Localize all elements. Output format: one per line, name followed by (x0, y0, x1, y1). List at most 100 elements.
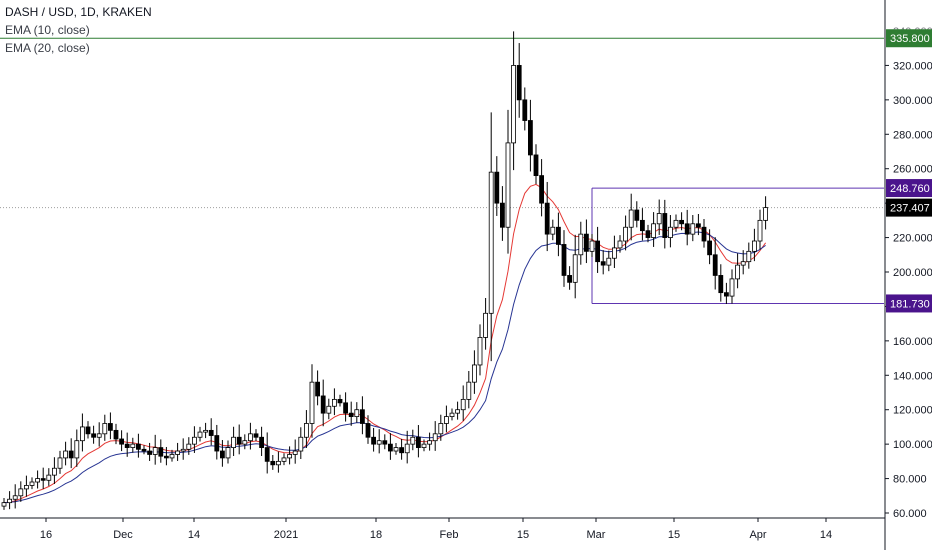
candle-body (259, 436, 265, 448)
candle-body (387, 443, 393, 452)
candle-body (326, 405, 332, 414)
y-tick-label: 100.000 (893, 439, 932, 451)
y-tick-label: 120.000 (893, 405, 932, 417)
candle-body (315, 381, 321, 397)
candle-body (645, 230, 651, 238)
candle-body (684, 223, 690, 235)
candle-body (119, 438, 124, 445)
candle-body (365, 423, 371, 438)
candle-body (662, 213, 668, 238)
x-tick-label: 14 (188, 529, 200, 541)
candle-body (483, 312, 489, 338)
y-tick-label: 300.000 (893, 95, 932, 107)
candle-body (191, 436, 197, 445)
candle-body (169, 454, 175, 459)
candle-body (74, 440, 80, 459)
candle-body (270, 460, 276, 466)
candle-body (102, 423, 108, 435)
candle-body (158, 447, 164, 457)
candle-body (449, 412, 455, 417)
candle-body (623, 226, 628, 242)
candle-body (471, 364, 477, 383)
candle-body (287, 454, 293, 459)
y-tick-label: 200.000 (893, 267, 932, 279)
candle-body (91, 433, 96, 438)
candle-body (572, 254, 578, 283)
candle-body (63, 450, 68, 459)
candle-body (606, 257, 612, 266)
x-tick-label: Feb (440, 529, 459, 541)
y-tick-label: 160.000 (893, 336, 932, 348)
candle-body (23, 485, 29, 490)
candle-body (735, 264, 740, 280)
candle-body (180, 448, 186, 452)
candle-body (679, 219, 684, 225)
candle-body (752, 240, 757, 252)
candle-body (712, 254, 718, 276)
candle-body (539, 175, 544, 204)
candle-body (292, 450, 298, 455)
candle-body (668, 226, 673, 238)
candle-body (186, 443, 192, 450)
candle-body (247, 433, 253, 442)
candle-body (197, 431, 203, 438)
legend: DASH / USD, 1D, KRAKEN EMA (10, close) E… (5, 3, 152, 57)
candle-body (348, 412, 354, 417)
price-tags-layer: 335.800 248.760 237.407 181.730 (886, 29, 932, 313)
candle-body (393, 447, 399, 452)
y-tick-label: 60.000 (893, 508, 927, 520)
candle-body (225, 447, 231, 459)
candle-body (701, 226, 707, 242)
candle-body (477, 337, 483, 366)
candle-body (499, 202, 505, 228)
candle-body (505, 142, 511, 228)
candle-body (561, 244, 567, 276)
candle-body (35, 478, 40, 483)
candle-body (522, 99, 528, 121)
candle-body (763, 207, 768, 221)
candle-body (309, 381, 315, 424)
price-tag-label-range-high: 248.760 (890, 183, 930, 195)
candle-body (628, 209, 634, 228)
candle-body (617, 240, 623, 249)
candle-body (371, 436, 377, 445)
candle-body (528, 120, 533, 156)
price-axis: 60.000 80.000 100.000 120.000 140.000 160.000… (884, 0, 932, 550)
y-tick-label: 80.000 (893, 474, 927, 486)
y-tick-label: 140.000 (893, 370, 932, 382)
price-tag-top (886, 29, 932, 48)
time-axis: 16 Dec 14 2021 18 Feb 15 Mar 15 Apr 14 (0, 517, 885, 541)
x-tick-label: Mar (587, 529, 606, 541)
candle-body (415, 436, 421, 448)
candle-body (359, 409, 365, 424)
legend-ema-10: EMA (10, close) (5, 23, 90, 37)
legend-ema-20: EMA (20, close) (5, 41, 90, 55)
candle-body (57, 457, 63, 469)
candle-body (589, 240, 595, 252)
candle-body (595, 240, 600, 263)
candle-body (567, 275, 572, 283)
candle-body (544, 202, 550, 235)
candle-body (443, 416, 449, 424)
y-tick-label: 260.000 (893, 164, 932, 176)
candle-body (729, 278, 735, 297)
candle-body (600, 261, 606, 266)
price-tag-label-current: 237.407 (890, 203, 930, 215)
candle-body (231, 436, 237, 448)
price-tag-label-range-low: 181.730 (890, 298, 930, 310)
candle-body (612, 247, 617, 259)
candle-body (147, 450, 153, 455)
price-tag-range-low (886, 294, 932, 313)
candle-body (203, 429, 209, 433)
candle-body (651, 223, 656, 238)
candle-body (718, 275, 724, 294)
price-tag-current (886, 198, 932, 217)
ema-lines-layer (3, 183, 767, 504)
candle-body (382, 440, 388, 445)
candle-body (466, 381, 472, 400)
candle-body (690, 223, 696, 235)
candle-body (696, 223, 701, 228)
candle-body (141, 448, 147, 452)
candle-body (634, 209, 640, 221)
